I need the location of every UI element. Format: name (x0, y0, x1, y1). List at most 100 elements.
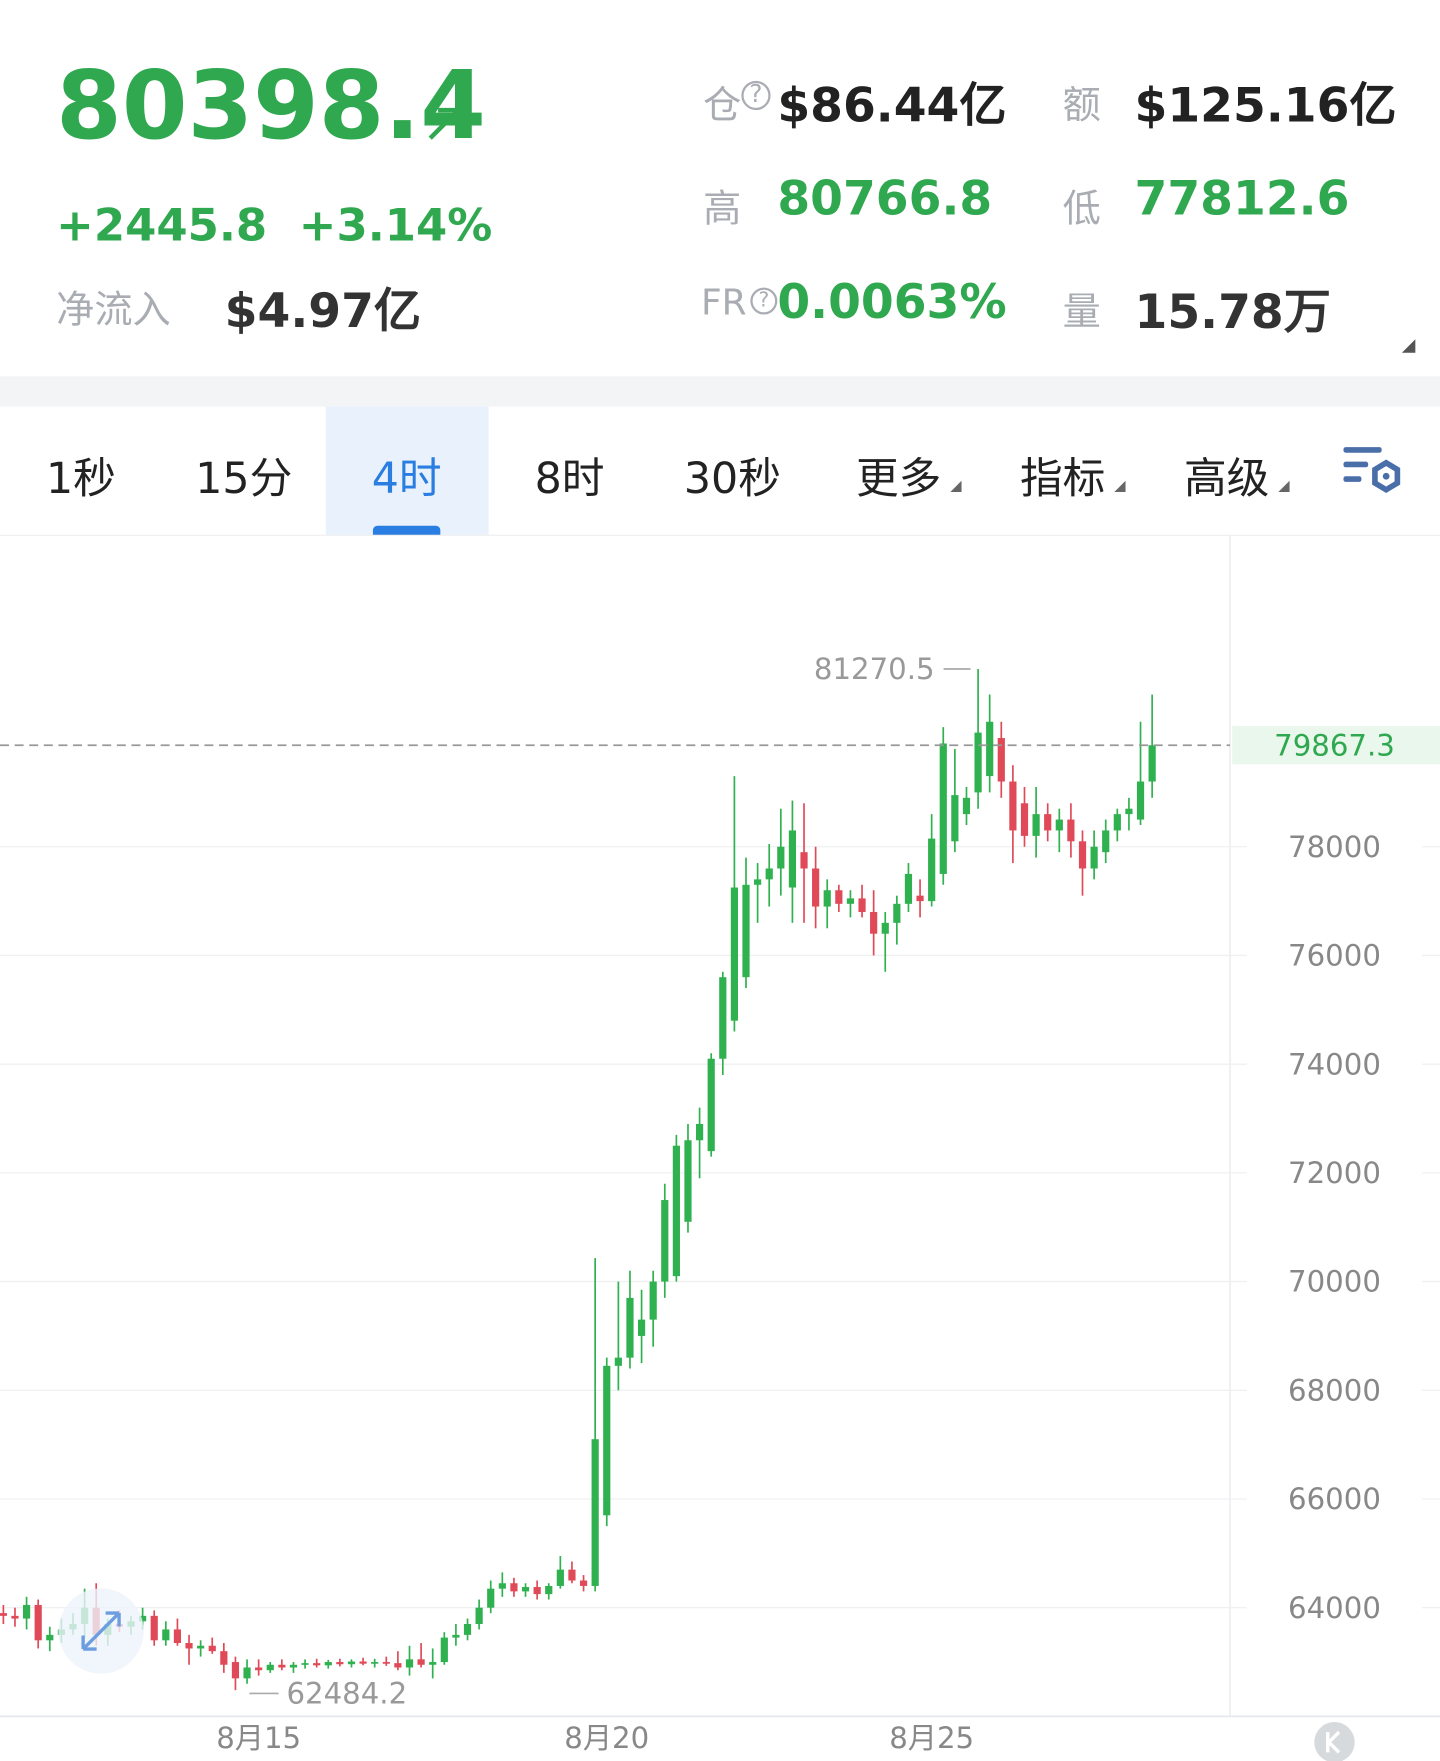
tab[interactable]: 1秒 (45, 453, 116, 504)
dropdown-marker (950, 480, 962, 493)
stat-label: 仓 (703, 83, 742, 129)
candle-body (313, 1663, 321, 1666)
stat-label: FR (700, 280, 747, 324)
candle-body (614, 1357, 622, 1366)
current-price-box (1232, 726, 1440, 765)
candle-body (672, 1145, 680, 1277)
tab[interactable]: 高级 (1183, 453, 1270, 504)
candle-body (266, 1664, 274, 1671)
candle-body (533, 1587, 541, 1595)
up-arrow (428, 107, 461, 140)
stat-value: 77812.6 (1134, 170, 1350, 226)
tab[interactable]: 4时 (371, 453, 442, 504)
candle-body (417, 1659, 425, 1665)
candle-body (243, 1667, 251, 1679)
info-icon[interactable]: ? (750, 287, 778, 315)
stat-label: 额 (1062, 83, 1101, 129)
tab[interactable]: 8时 (534, 453, 605, 504)
candle-body (463, 1624, 472, 1635)
candle-body (939, 743, 947, 874)
change: +2445.8 (56, 199, 268, 252)
candle-body (0, 1613, 7, 1616)
info-icon[interactable]: ? (741, 80, 771, 111)
tab-bar: 1秒 15分 4时 8时 30秒 更多 指标 高级 (0, 406, 1440, 536)
candle-body (637, 1319, 646, 1336)
candle-body (382, 1662, 390, 1664)
candle-body (475, 1607, 483, 1625)
candle-body (1044, 814, 1052, 831)
candle-body (684, 1140, 692, 1222)
candle-body (858, 898, 866, 912)
candle-body (359, 1661, 367, 1664)
y-tick-label: 74000 (1288, 1047, 1381, 1081)
candle-body (730, 887, 738, 1021)
candle-body (162, 1629, 170, 1641)
expand-corner[interactable] (1401, 339, 1416, 353)
candle-body (777, 846, 785, 869)
candle-body (220, 1651, 228, 1665)
candle-body (962, 797, 971, 815)
candle-body (1020, 803, 1029, 836)
candle-body (139, 1615, 147, 1622)
divider (0, 376, 1440, 407)
candle-body (974, 732, 982, 793)
candle-body (545, 1585, 553, 1595)
tab[interactable]: 30秒 (683, 453, 781, 504)
stat-label: 低 (1062, 186, 1101, 232)
candle-body (521, 1587, 530, 1592)
candle-body (742, 884, 750, 978)
candle-body (452, 1634, 460, 1638)
y-tick-label: 72000 (1288, 1156, 1381, 1190)
candle-body (231, 1662, 240, 1679)
dropdown-marker (1114, 480, 1126, 493)
active-tab-indicator (372, 525, 441, 535)
candle-body (34, 1604, 42, 1641)
candle-body (800, 852, 808, 869)
candle-body (556, 1569, 564, 1586)
candle-body (951, 795, 959, 842)
candle-body (1009, 781, 1017, 831)
tab[interactable]: 指标 (1019, 453, 1106, 504)
y-tick-label: 78000 (1288, 830, 1381, 864)
tab[interactable]: 15分 (195, 453, 293, 504)
candle-body (846, 898, 855, 904)
price: 80398.4 (56, 50, 486, 161)
candlestick-chart[interactable]: 64000 66000 68000 70000 72000 74000 76000 78000… (0, 534, 1440, 1761)
candle-body (1032, 814, 1040, 836)
candle-body (336, 1662, 344, 1665)
candle-body (429, 1662, 437, 1665)
stat-value: $125.16亿 (1134, 77, 1397, 133)
tab[interactable]: 更多 (855, 453, 942, 504)
y-tick-label: 70000 (1288, 1265, 1381, 1299)
candle-body (1125, 808, 1133, 815)
settings-icon[interactable] (1341, 445, 1404, 499)
candle-body (46, 1634, 54, 1641)
change-pct: +3.14% (298, 199, 493, 252)
candle-body (707, 1058, 715, 1152)
candle-body (788, 830, 797, 888)
candle-body (997, 738, 1005, 782)
candle-body (1067, 819, 1075, 842)
candle-body (1148, 745, 1156, 782)
candle-body (1055, 819, 1063, 831)
candle-body (150, 1615, 158, 1641)
candle-body (835, 890, 843, 904)
candle-body (498, 1583, 506, 1589)
candle-body (661, 1200, 669, 1282)
candle-body (626, 1297, 634, 1358)
candle-body (591, 1439, 599, 1586)
candle-body (695, 1123, 704, 1141)
y-tick-label: 68000 (1288, 1373, 1381, 1407)
candle-body (197, 1645, 205, 1649)
stat-value: 15.78万 (1134, 284, 1331, 340)
candle-body (208, 1645, 216, 1652)
net-inflow: $4.97亿 (224, 283, 422, 339)
candle-body (405, 1659, 414, 1668)
candle-body (173, 1629, 182, 1644)
candle-body (812, 868, 820, 907)
candle-body (324, 1662, 332, 1666)
kline-button (1314, 1722, 1355, 1761)
stat-label: 高 (703, 186, 742, 232)
candle-body (823, 890, 831, 907)
